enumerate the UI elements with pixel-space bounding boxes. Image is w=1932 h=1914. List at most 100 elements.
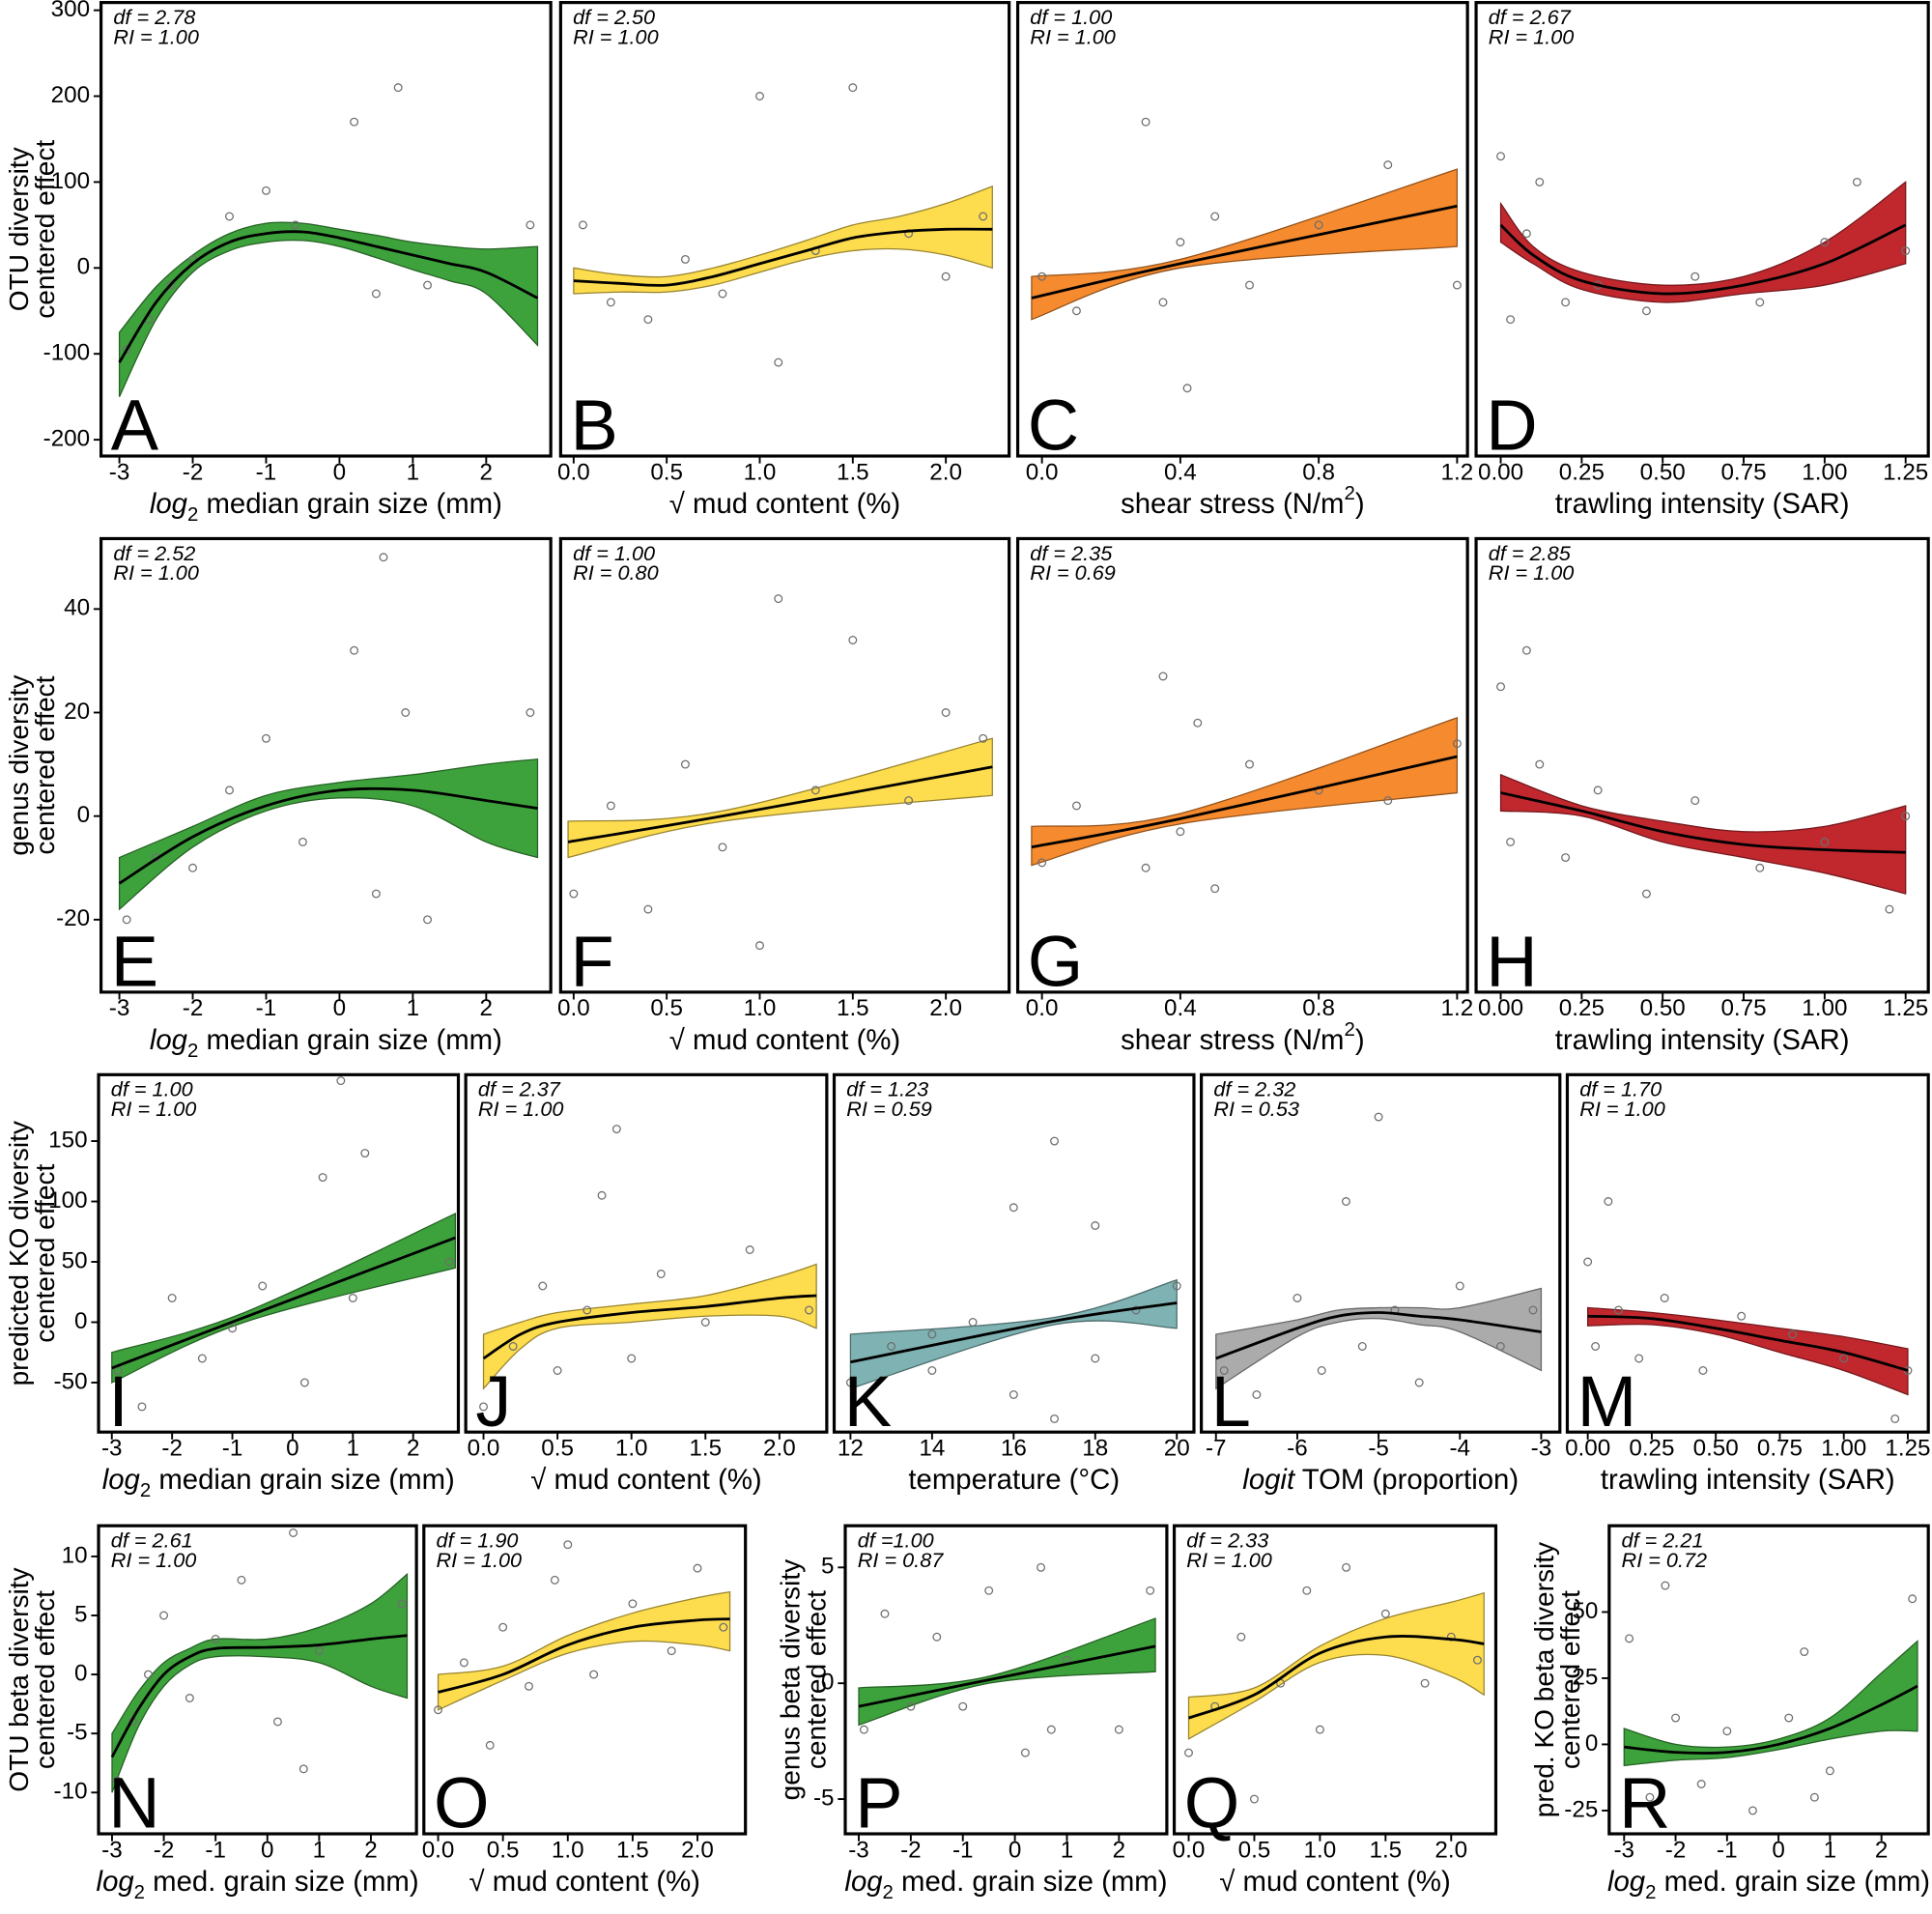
x-label-part: √ mud content (%) <box>530 1464 761 1496</box>
data-point <box>1496 152 1506 161</box>
data-point <box>979 212 988 221</box>
x-tick-label: -2 <box>183 995 204 1021</box>
panel-letter: A <box>111 386 159 466</box>
x-tick-label: 0.5 <box>650 459 683 485</box>
data-point <box>273 1717 282 1727</box>
x-tick-label: 0.8 <box>1302 995 1335 1021</box>
x-tick-label: 1.00 <box>1802 995 1847 1021</box>
x-tick-label: 1.00 <box>1821 1435 1866 1461</box>
panel-letter: N <box>108 1763 159 1843</box>
x-label-part: median grain size (mm) <box>198 488 502 520</box>
fit-line <box>1031 755 1458 849</box>
x-tick-label: 1.0 <box>615 1435 648 1461</box>
data-point <box>1784 1713 1794 1723</box>
x-label-part: TOM (proportion) <box>1294 1464 1519 1496</box>
annotation: df = 1.23 <box>846 1077 928 1101</box>
x-axis-label: shear stress (N/m2) <box>1121 1019 1365 1055</box>
data-point <box>667 1646 676 1656</box>
y-axis-label: centered effect <box>801 1590 831 1769</box>
data-point <box>1446 1632 1456 1642</box>
x-label-part: √ mud content (%) <box>669 1024 900 1056</box>
x-label-part: 2 <box>140 1481 151 1502</box>
data-point <box>932 1632 942 1642</box>
data-point <box>350 117 359 127</box>
data-point <box>225 212 234 221</box>
x-axis-label: √ mud content (%) <box>669 488 900 520</box>
y-tick-label: 5 <box>821 1554 834 1580</box>
data-point <box>137 1402 147 1412</box>
y-tick-label: -50 <box>54 1368 88 1394</box>
data-point <box>906 1701 916 1711</box>
x-tick-label: 1.5 <box>837 459 869 485</box>
annotation: RI = 1.00 <box>573 24 659 48</box>
data-point <box>1755 863 1765 872</box>
x-tick-label: -4 <box>1449 1435 1470 1461</box>
data-point <box>167 1294 177 1302</box>
data-point <box>1037 858 1047 868</box>
data-point <box>1495 1342 1505 1351</box>
panel: 0.0 0.4 0.8 1.2 shear stress (N/m2) df = 1.00… <box>1015 1 1473 520</box>
x-tick-label: -3 <box>109 995 130 1021</box>
data-point <box>1690 796 1700 806</box>
x-tick-label: 0.75 <box>1720 459 1766 485</box>
x-tick-label: 0.0 <box>468 1435 500 1461</box>
x-label-part: √ mud content (%) <box>469 1866 700 1898</box>
x-tick-label: -3 <box>1613 1837 1634 1863</box>
x-tick-label: 0.50 <box>1640 459 1686 485</box>
annotation: RI = 1.00 <box>437 1548 523 1572</box>
data-point <box>479 1402 488 1412</box>
data-point <box>1604 1197 1613 1206</box>
panel-letter: C <box>1028 386 1079 466</box>
data-point <box>1820 238 1830 247</box>
data-point <box>1210 884 1220 894</box>
data-point <box>401 708 411 717</box>
data-point <box>1660 1294 1669 1302</box>
annotation: df = 1.00 <box>573 541 655 565</box>
x-tick-label: 1.0 <box>744 995 777 1021</box>
x-tick-label: -1 <box>1717 1837 1738 1863</box>
x-axis-label: logit TOM (proportion) <box>1242 1464 1519 1496</box>
x-tick-label: -2 <box>161 1435 183 1461</box>
data-point <box>718 843 727 852</box>
x-axis-label: √ mud content (%) <box>469 1866 700 1898</box>
data-point <box>984 1585 994 1595</box>
panel-frame <box>558 1 1011 458</box>
y-tick-label: -25 <box>1564 1796 1598 1822</box>
panel-letter: F <box>571 921 614 1001</box>
data-point <box>880 1609 890 1618</box>
x-tick-label: -5 <box>1368 1435 1389 1461</box>
y-tick-label: 5 <box>74 1601 87 1627</box>
x-tick-label: 1.0 <box>552 1837 584 1863</box>
x-tick-label: 0.25 <box>1559 459 1605 485</box>
x-tick-label: -2 <box>900 1837 922 1863</box>
panel-frame <box>97 1524 418 1836</box>
data-point <box>550 1575 559 1585</box>
data-point <box>1496 682 1506 692</box>
x-tick-label: 1 <box>1061 1837 1073 1863</box>
data-point <box>1528 1305 1538 1315</box>
annotation: df = 2.33 <box>1186 1528 1268 1552</box>
data-point <box>958 1701 968 1711</box>
confidence-band <box>437 1590 731 1711</box>
data-point <box>1800 1647 1809 1657</box>
data-point <box>188 863 197 872</box>
data-point <box>1748 1806 1757 1815</box>
x-tick-label: 2.0 <box>681 1837 714 1863</box>
data-point <box>1722 1727 1732 1736</box>
annotation: RI = 0.69 <box>1030 560 1116 585</box>
fit-line <box>1215 1311 1542 1360</box>
x-tick-label: 0.0 <box>422 1837 455 1863</box>
annotation: df = 2.61 <box>111 1528 193 1552</box>
panel: 0.00 0.25 0.50 0.75 1.00 1.25 trawling intensi… <box>1565 1072 1931 1496</box>
data-point <box>1885 904 1894 914</box>
x-label-part: 2 <box>187 504 198 526</box>
x-tick-label: 16 <box>1001 1435 1027 1461</box>
x-tick-label: 0.75 <box>1720 995 1766 1021</box>
panel-frame <box>99 536 553 994</box>
panel-letter: O <box>434 1763 490 1843</box>
fit-line <box>111 1236 456 1370</box>
data-point <box>291 220 300 230</box>
annotation: RI = 1.00 <box>478 1097 564 1121</box>
annotation: df = 2.37 <box>478 1077 561 1101</box>
x-label-part: 2 <box>1344 483 1354 504</box>
